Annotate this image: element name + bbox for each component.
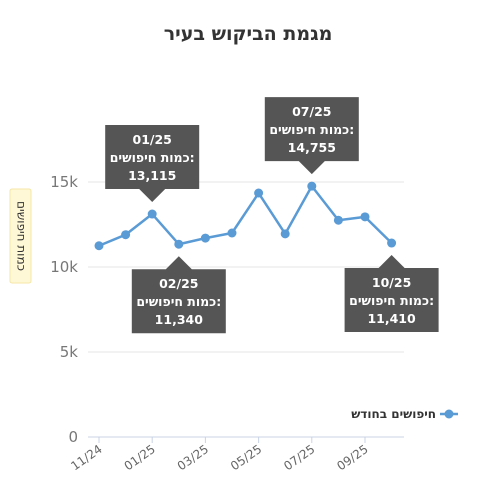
data-point[interactable] (254, 188, 264, 198)
callout-value: 11,410 (367, 311, 416, 326)
x-tick-label: 03/25 (175, 442, 211, 473)
data-point[interactable] (360, 212, 370, 222)
callout: 10/25 כמות חיפושים: 11,410 (344, 255, 439, 333)
callout-box (344, 255, 439, 333)
data-point[interactable] (121, 230, 131, 240)
series-line (98, 184, 393, 247)
y-axis-ticks: 0 5k 10k 15k (50, 173, 78, 446)
data-point[interactable] (147, 209, 157, 219)
callout-box (131, 256, 226, 334)
callout-box (105, 125, 200, 203)
callout: 01/25 כמות חיפושים: 13,115 (105, 125, 200, 203)
data-point[interactable] (280, 229, 290, 239)
series-line-group (94, 181, 397, 251)
data-point[interactable] (307, 181, 317, 191)
y-tick-label: 15k (50, 173, 78, 191)
callout-label: כמות חיפושים: (269, 122, 354, 137)
y-tick-label: 10k (50, 258, 78, 276)
data-point[interactable] (387, 238, 397, 248)
callouts: 01/25 כמות חיפושים: 13,115 02/25 כמות חיפושי… (105, 97, 439, 334)
callout-label: כמות חיפושים: (349, 293, 434, 308)
x-tick-label: 01/25 (122, 442, 158, 473)
callout-date: 02/25 (159, 276, 198, 291)
callout-label: כמות חיפושים: (136, 294, 221, 309)
data-point[interactable] (333, 215, 343, 225)
callout: 07/25 כמות חיפושים: 14,755 (264, 97, 359, 175)
x-tick-label: 07/25 (281, 442, 317, 473)
data-point[interactable] (200, 233, 210, 243)
y-axis-label-highlight (9, 188, 32, 284)
data-point[interactable] (174, 239, 184, 249)
y-tick-label: 5k (60, 343, 79, 361)
x-tick-label: 05/25 (228, 442, 264, 473)
callout-date: 10/25 (372, 275, 411, 290)
callout-value: 11,340 (155, 312, 204, 327)
legend-marker-icon (444, 409, 454, 419)
callout-date: 07/25 (292, 104, 331, 119)
callout-value: 13,115 (128, 168, 176, 183)
y-axis-label: כמות חיפושים (15, 201, 29, 271)
y-tick-label: 0 (68, 428, 78, 446)
y-axis-label-group: כמות חיפושים (9, 188, 32, 284)
chart-title: מגמת הביקוש בעיר (164, 23, 333, 45)
callout-value: 14,755 (288, 140, 336, 155)
data-point[interactable] (227, 228, 237, 238)
callout-label: כמות חיפושים: (110, 150, 195, 165)
callout-date: 01/25 (133, 132, 172, 147)
x-axis: 11/24 01/25 03/25 05/25 07/25 09/25 (68, 437, 371, 473)
data-point[interactable] (94, 241, 104, 251)
x-tick-label: 09/25 (334, 442, 370, 473)
legend-label: חיפושים בחודש (351, 407, 436, 421)
x-tick-label: 11/24 (68, 442, 104, 473)
callout-box (264, 97, 359, 175)
legend[interactable]: חיפושים בחודש (351, 407, 458, 421)
callout: 02/25 כמות חיפושים: 11,340 (131, 256, 226, 334)
